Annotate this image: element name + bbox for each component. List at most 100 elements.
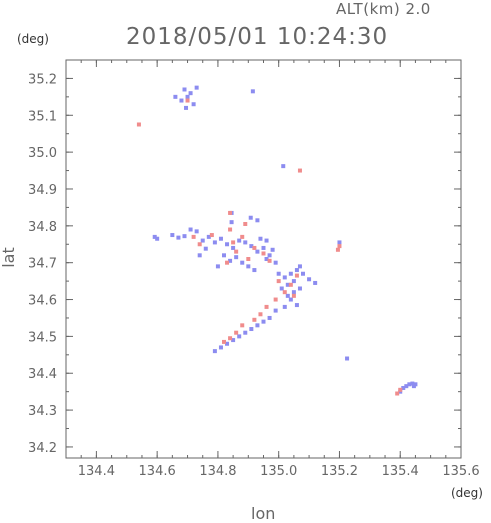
data-point-blue [243, 240, 248, 245]
data-point-blue [273, 308, 278, 313]
data-point-blue [246, 264, 251, 269]
data-point-blue [294, 268, 299, 273]
y-tick-label: 34.9 [28, 183, 57, 198]
data-point-blue [176, 235, 181, 240]
data-point-blue [267, 253, 272, 258]
data-point-red [209, 233, 214, 238]
data-point-blue [288, 297, 293, 302]
data-point-blue [237, 334, 242, 339]
data-point-red [228, 210, 233, 215]
plot-frame [65, 59, 462, 459]
data-point-blue [294, 303, 299, 308]
data-point-blue [218, 236, 223, 241]
data-point-blue [407, 382, 412, 387]
data-point-blue [229, 220, 234, 225]
data-point-red [246, 257, 251, 261]
data-point-red [337, 244, 342, 249]
data-point-red [234, 249, 239, 254]
data-point-blue [404, 384, 409, 389]
data-point-blue [288, 271, 293, 276]
data-point-red [234, 330, 239, 335]
x-tick-label: 135.2 [321, 464, 358, 479]
data-point-blue [281, 164, 286, 169]
x-axis-unit: (deg) [451, 486, 483, 500]
data-point-red [395, 391, 400, 396]
data-point-blue [307, 277, 312, 282]
data-point-blue [197, 253, 202, 258]
data-point-blue [270, 247, 275, 252]
data-point-blue [248, 215, 253, 220]
data-point-blue [212, 349, 217, 354]
data-point-blue [297, 264, 302, 269]
y-tick-label: 34.6 [28, 294, 57, 309]
data-point-red [294, 273, 299, 278]
data-point-blue [337, 240, 342, 245]
data-point-blue [194, 85, 199, 90]
data-point-red [291, 293, 296, 298]
chart-title-timestamp: 2018/05/01 10:24:30 [126, 24, 389, 50]
data-point-red [225, 260, 230, 265]
data-point-blue [179, 98, 184, 103]
data-point-red [258, 312, 263, 317]
data-point-blue [194, 229, 199, 234]
data-point-blue [249, 327, 254, 332]
data-point-blue [255, 249, 260, 254]
data-point-blue [188, 91, 193, 96]
data-point-red [197, 242, 202, 247]
data-point-red [222, 339, 226, 344]
data-point-blue [188, 227, 193, 232]
data-point-red [297, 168, 302, 173]
data-point-red [335, 247, 340, 252]
data-point-red [240, 234, 245, 239]
data-point-blue [184, 105, 189, 110]
data-point-blue [182, 87, 187, 92]
altitude-label: ALT(km) 2.0 [336, 0, 431, 18]
data-point-blue [231, 338, 236, 343]
data-point-red [282, 290, 287, 295]
data-point-blue [261, 319, 266, 324]
y-tick-label: 35.0 [28, 146, 57, 161]
data-point-red [261, 251, 266, 256]
data-point-blue [182, 234, 187, 239]
data-point-blue [345, 356, 350, 361]
data-point-blue [191, 102, 196, 107]
y-tick-label: 35.2 [28, 72, 57, 87]
data-point-blue [282, 275, 287, 280]
data-point-blue [410, 381, 415, 386]
data-point-blue [301, 271, 305, 276]
data-point-blue [200, 238, 205, 243]
axes-frame [65, 59, 462, 459]
x-tick-label: 135.6 [442, 464, 479, 479]
data-point-red [288, 282, 293, 287]
data-point-blue [152, 234, 157, 239]
data-point-blue [258, 236, 263, 241]
data-point-blue [313, 280, 318, 285]
data-point-red [191, 234, 196, 239]
y-tick-label: 34.8 [28, 220, 57, 235]
data-point-red [240, 323, 245, 328]
data-point-blue [282, 304, 287, 309]
x-tick-label: 134.4 [78, 464, 115, 479]
data-point-blue [222, 253, 226, 258]
data-point-blue [285, 282, 290, 287]
data-point-blue [411, 384, 416, 389]
data-point-red [243, 221, 248, 226]
data-point-red [267, 258, 272, 263]
data-point-blue [203, 246, 208, 251]
data-point-red [398, 387, 403, 392]
x-tick-label: 135.4 [382, 464, 419, 479]
data-point-blue [267, 315, 272, 320]
data-point-blue [261, 245, 266, 250]
data-point-blue [291, 290, 296, 295]
data-points [136, 85, 418, 396]
data-point-blue [225, 242, 230, 247]
data-point-red [252, 245, 257, 250]
y-tick-label: 34.4 [28, 367, 57, 382]
data-point-red [264, 304, 269, 309]
data-point-blue [225, 341, 230, 346]
x-tick-label: 135.0 [260, 464, 297, 479]
data-point-blue [285, 293, 290, 298]
data-point-red [228, 227, 233, 232]
data-point-blue [218, 345, 223, 350]
